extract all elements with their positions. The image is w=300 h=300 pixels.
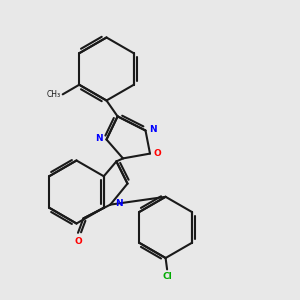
Text: N: N xyxy=(115,199,122,208)
Text: O: O xyxy=(74,237,82,246)
Text: N: N xyxy=(95,134,103,143)
Text: N: N xyxy=(149,125,157,134)
Text: Cl: Cl xyxy=(162,272,172,281)
Text: O: O xyxy=(154,149,162,158)
Text: CH₃: CH₃ xyxy=(46,90,60,99)
